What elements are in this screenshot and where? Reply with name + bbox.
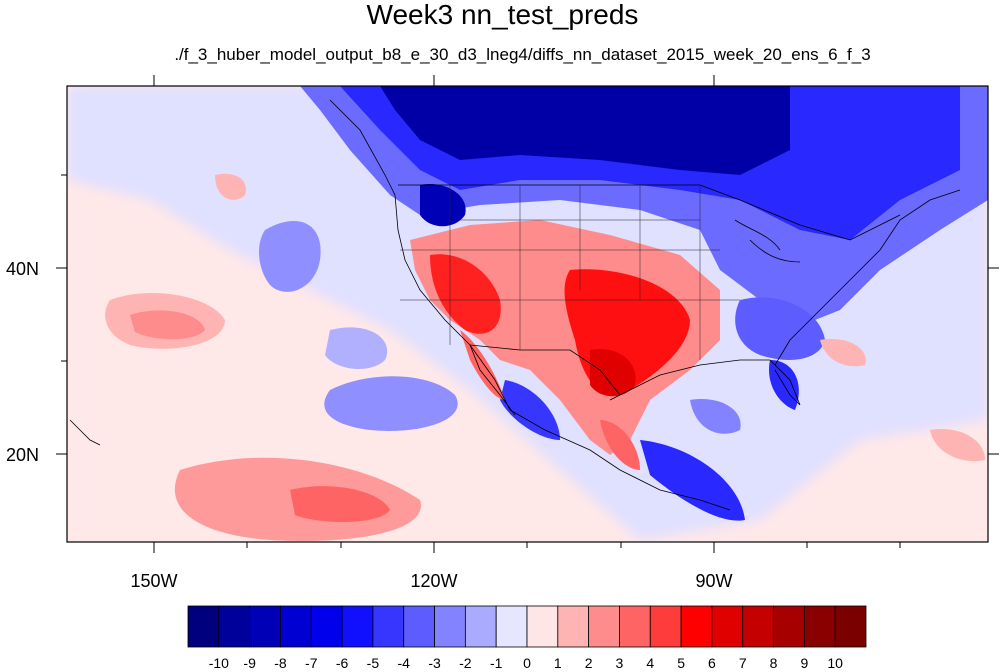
colorbar-swatch (280, 605, 312, 648)
hawaii (69, 419, 101, 446)
pacific-warm-west-core (130, 310, 205, 340)
state-lines (400, 185, 740, 360)
colorbar-tick-label: 3 (616, 655, 624, 671)
colorbar-swatch (341, 605, 374, 648)
colorbar-swatch (495, 605, 528, 648)
map-field (67, 86, 988, 542)
great-lakes (734, 219, 801, 263)
colorbar-swatch (249, 605, 281, 648)
gulf-coast-line (609, 359, 801, 406)
colorbar-swatch (588, 605, 620, 648)
colorbar-tick-label: -2 (459, 655, 472, 671)
warm-southwest-core (430, 254, 501, 334)
colorbar-tick-label: -6 (336, 655, 349, 671)
colorbar (187, 605, 867, 648)
lon-label-150w: 150W (130, 571, 177, 591)
baja-peninsula (469, 344, 516, 416)
map-subtitle: ./f_3_huber_model_output_b8_e_30_d3_lneg… (174, 45, 871, 64)
colorbar-tick-label: 5 (677, 655, 685, 671)
lat-label-40n: 40N (6, 259, 39, 279)
colorbar-swatch (680, 605, 713, 648)
cold-mexico-west (500, 380, 560, 440)
colorbar-tick-label: -8 (274, 655, 287, 671)
colorbar-tick-label: 10 (827, 655, 843, 671)
colorbar-tick-label: -10 (209, 655, 229, 671)
colorbar-tick-label: -7 (305, 655, 318, 671)
pacific-cool-patch-west (258, 221, 321, 292)
colorbar-tick-label: 2 (585, 655, 593, 671)
colorbar-tick-label: 6 (708, 655, 716, 671)
colorbar-tick-label: 0 (523, 655, 531, 671)
colorbar-swatch (649, 605, 682, 648)
pacific-warm-small (215, 173, 246, 200)
colorbar-swatch (773, 605, 805, 648)
colorbar-swatch (619, 605, 651, 648)
east-coast-line (774, 189, 961, 366)
axis-ticks (56, 75, 999, 553)
warm-texas-deep (590, 349, 636, 397)
colorbar-swatch (464, 605, 497, 648)
colorbar-swatch (403, 605, 435, 648)
colorbar-tick-label: -1 (490, 655, 503, 671)
map-title: Week3 nn_test_preds (366, 0, 639, 30)
colorbar-tick-label: -5 (367, 655, 380, 671)
colorbar-tick-label: 4 (646, 655, 654, 671)
colorbar-swatch (803, 605, 836, 648)
colorbar-tick-label: -4 (398, 655, 411, 671)
colorbar-tick-label: 8 (770, 655, 778, 671)
colorbar-tick-label: 7 (739, 655, 747, 671)
warm-caribbean (930, 429, 985, 462)
warm-mexico-south (600, 420, 640, 470)
colorbar-swatch (434, 605, 466, 648)
colorbar-labels: -10 -9 -8 -7 -6 -5 -4 -3 -2 -1 0 1 2 3 4 5 6 7 8 9 10 (209, 655, 843, 671)
colorbar-swatch (218, 605, 251, 648)
cold-central-america (640, 440, 745, 521)
warm-gulf-east (820, 339, 866, 367)
cold-gulf (690, 399, 741, 434)
colorbar-swatch (711, 605, 744, 648)
colorbar-swatch (187, 605, 220, 648)
cold-canada-core (380, 86, 790, 175)
lon-label-120w: 120W (410, 571, 457, 591)
colorbar-tick-label: 1 (554, 655, 562, 671)
colorbar-swatch (310, 605, 343, 648)
us-mexico-border (469, 344, 621, 396)
colorbar-swatch (372, 605, 405, 648)
lat-label-20n: 20N (6, 445, 39, 465)
colorbar-swatch (526, 605, 559, 648)
pacific-cool-patch-north (325, 327, 388, 370)
pacific-warm-core (290, 486, 390, 522)
colorbar-swatch (557, 605, 590, 648)
lon-label-90w: 90W (695, 571, 732, 591)
cold-east (735, 297, 825, 360)
colorbar-tick-label: 9 (800, 655, 808, 671)
colorbar-swatch (834, 605, 867, 648)
pacific-cool-patch-central (324, 376, 458, 431)
colorbar-swatch (742, 605, 774, 648)
colorbar-tick-label: -3 (428, 655, 441, 671)
cold-northwest-core (420, 184, 466, 227)
colorbar-tick-label: -9 (243, 655, 256, 671)
